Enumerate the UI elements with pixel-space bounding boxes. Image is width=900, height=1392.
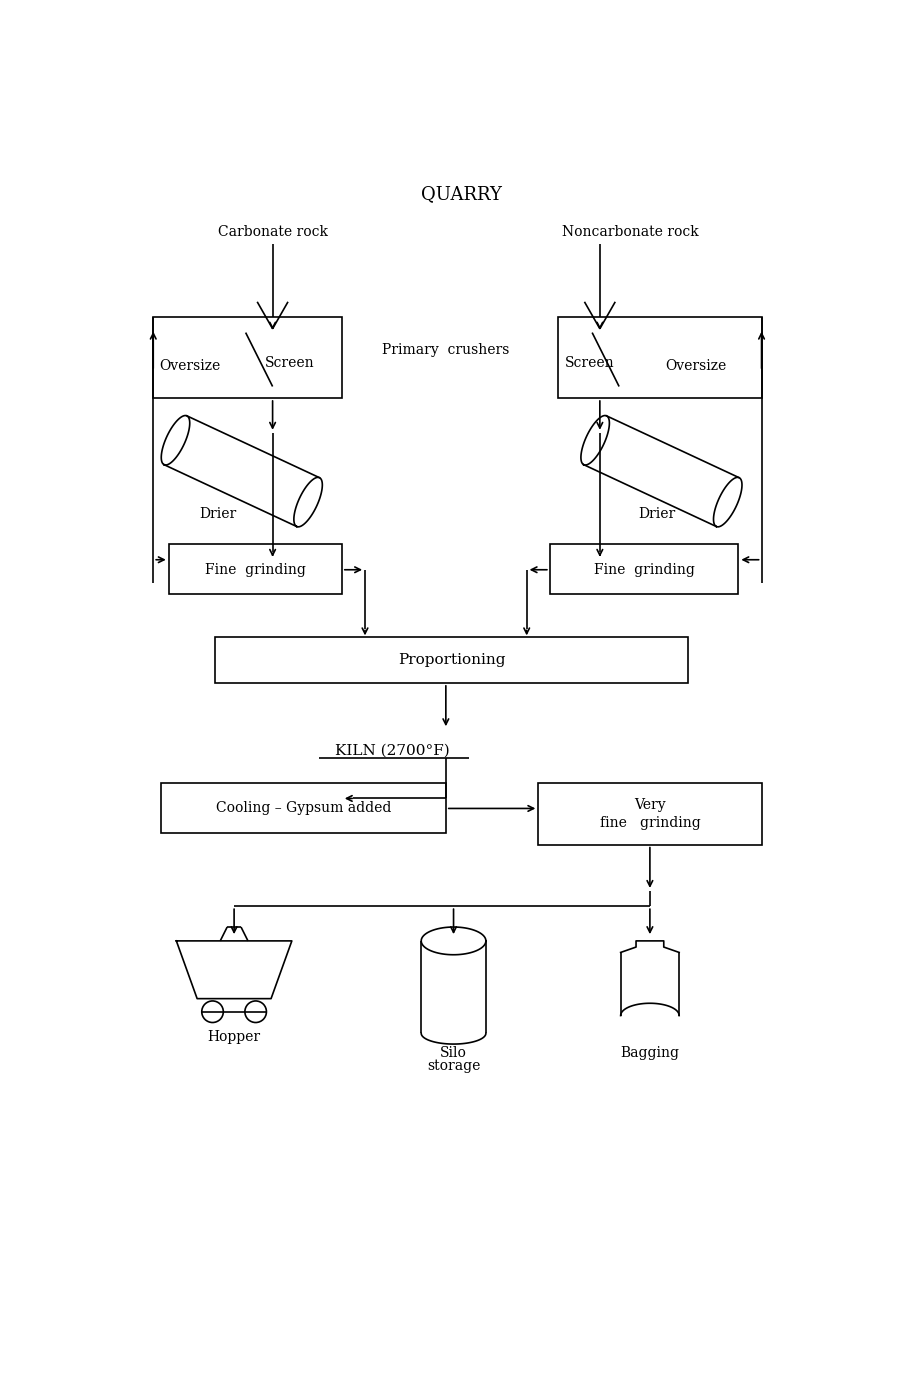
Text: Oversize: Oversize bbox=[665, 359, 726, 373]
Text: Noncarbonate rock: Noncarbonate rock bbox=[562, 226, 699, 239]
Text: fine   grinding: fine grinding bbox=[599, 816, 700, 830]
Text: Silo: Silo bbox=[440, 1045, 467, 1059]
Text: storage: storage bbox=[427, 1059, 481, 1073]
Text: Oversize: Oversize bbox=[159, 359, 220, 373]
Text: QUARRY: QUARRY bbox=[421, 185, 501, 203]
Text: Screen: Screen bbox=[565, 356, 615, 370]
Text: KILN (2700°F): KILN (2700°F) bbox=[335, 743, 449, 757]
Bar bbox=[168, 544, 342, 594]
Bar bbox=[153, 317, 342, 398]
Text: Drier: Drier bbox=[200, 507, 237, 521]
Bar bbox=[215, 636, 688, 683]
Text: Hopper: Hopper bbox=[208, 1030, 261, 1044]
Bar bbox=[557, 317, 761, 398]
Text: Bagging: Bagging bbox=[620, 1045, 680, 1059]
Bar bbox=[161, 784, 446, 832]
Text: Carbonate rock: Carbonate rock bbox=[218, 226, 328, 239]
Text: Fine  grinding: Fine grinding bbox=[205, 562, 306, 576]
Text: Primary  crushers: Primary crushers bbox=[382, 344, 509, 358]
Text: Screen: Screen bbox=[265, 356, 314, 370]
Text: Proportioning: Proportioning bbox=[399, 653, 506, 667]
Text: Fine  grinding: Fine grinding bbox=[594, 562, 695, 576]
Text: Cooling – Gypsum added: Cooling – Gypsum added bbox=[216, 802, 392, 816]
Text: Drier: Drier bbox=[638, 507, 676, 521]
Bar bbox=[538, 784, 761, 845]
Bar bbox=[550, 544, 738, 594]
Text: Very: Very bbox=[634, 798, 666, 812]
